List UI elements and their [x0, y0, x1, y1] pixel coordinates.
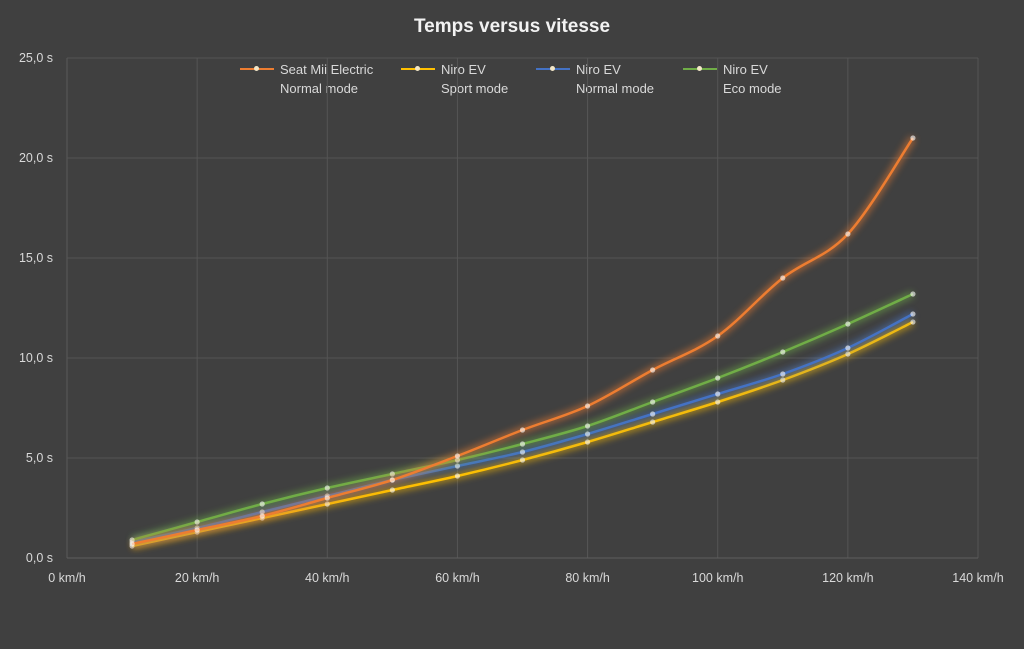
data-point	[780, 275, 786, 281]
series-line-0	[131, 137, 914, 546]
data-point	[780, 377, 786, 383]
y-tick-label: 25,0 s	[19, 51, 53, 65]
data-point	[324, 495, 330, 501]
data-point	[519, 449, 526, 455]
y-tick-label: 15,0 s	[19, 251, 53, 265]
x-tick-label: 60 km/h	[435, 571, 480, 585]
series-line-3	[131, 292, 914, 542]
data-point	[650, 367, 656, 373]
data-point	[454, 453, 461, 459]
legend-label: Niro EV	[723, 62, 768, 77]
data-point	[389, 477, 395, 483]
legend-sublabel: Normal mode	[576, 81, 655, 96]
data-point	[389, 471, 395, 477]
series-glow	[131, 136, 916, 548]
legend-swatch	[536, 66, 570, 71]
data-point	[910, 135, 916, 141]
data-point	[584, 431, 591, 437]
data-point	[324, 501, 330, 507]
legend-swatch	[240, 66, 274, 71]
y-tick-label: 10,0 s	[19, 351, 53, 365]
data-point	[259, 513, 265, 519]
data-point	[519, 427, 526, 433]
data-point	[910, 311, 916, 317]
legend-swatch	[401, 66, 435, 71]
y-tick-label: 20,0 s	[19, 151, 53, 165]
legend-label: Seat Mii Electric	[280, 62, 374, 77]
x-tick-label: 0 km/h	[48, 571, 86, 585]
data-point	[780, 371, 786, 377]
data-point	[129, 541, 135, 547]
data-point	[454, 473, 461, 479]
data-point	[584, 403, 591, 409]
data-point	[650, 399, 656, 405]
data-point	[454, 463, 461, 469]
data-point	[584, 423, 591, 429]
x-tick-label: 120 km/h	[822, 571, 873, 585]
data-point	[845, 351, 851, 357]
y-tick-label: 0,0 s	[26, 551, 53, 565]
y-tick-label: 5,0 s	[26, 451, 53, 465]
data-point	[910, 291, 916, 297]
data-point	[519, 457, 526, 463]
x-tick-label: 140 km/h	[952, 571, 1003, 585]
data-point	[389, 487, 395, 493]
x-tick-label: 40 km/h	[305, 571, 350, 585]
legend-label: Niro EV	[441, 62, 486, 77]
data-point	[650, 419, 656, 425]
data-point	[715, 333, 721, 339]
data-point	[715, 391, 721, 397]
data-point	[845, 231, 851, 237]
legend-swatch	[683, 66, 717, 71]
x-tick-label: 20 km/h	[175, 571, 220, 585]
series-glow	[131, 290, 915, 544]
data-point	[650, 411, 656, 417]
data-point	[324, 485, 330, 491]
data-point	[584, 439, 591, 445]
data-point	[519, 441, 526, 447]
chart-title: Temps versus vitesse	[413, 16, 611, 37]
data-point	[715, 399, 721, 405]
data-point	[194, 519, 200, 525]
legend-item: Seat Mii Electric Normal mode	[240, 60, 374, 98]
data-point	[194, 527, 200, 533]
data-point	[715, 375, 721, 381]
data-point	[780, 349, 786, 355]
legend-sublabel: Eco mode	[723, 81, 782, 96]
data-point	[910, 319, 916, 325]
data-point	[259, 501, 265, 507]
legend-item: Niro EV Eco mode	[683, 60, 782, 98]
data-point	[845, 321, 851, 327]
x-tick-label: 100 km/h	[692, 571, 743, 585]
x-tick-label: 80 km/h	[565, 571, 610, 585]
legend-item: Niro EV Normal mode	[536, 60, 655, 98]
legend-sublabel: Normal mode	[280, 81, 359, 96]
data-point	[845, 345, 851, 351]
